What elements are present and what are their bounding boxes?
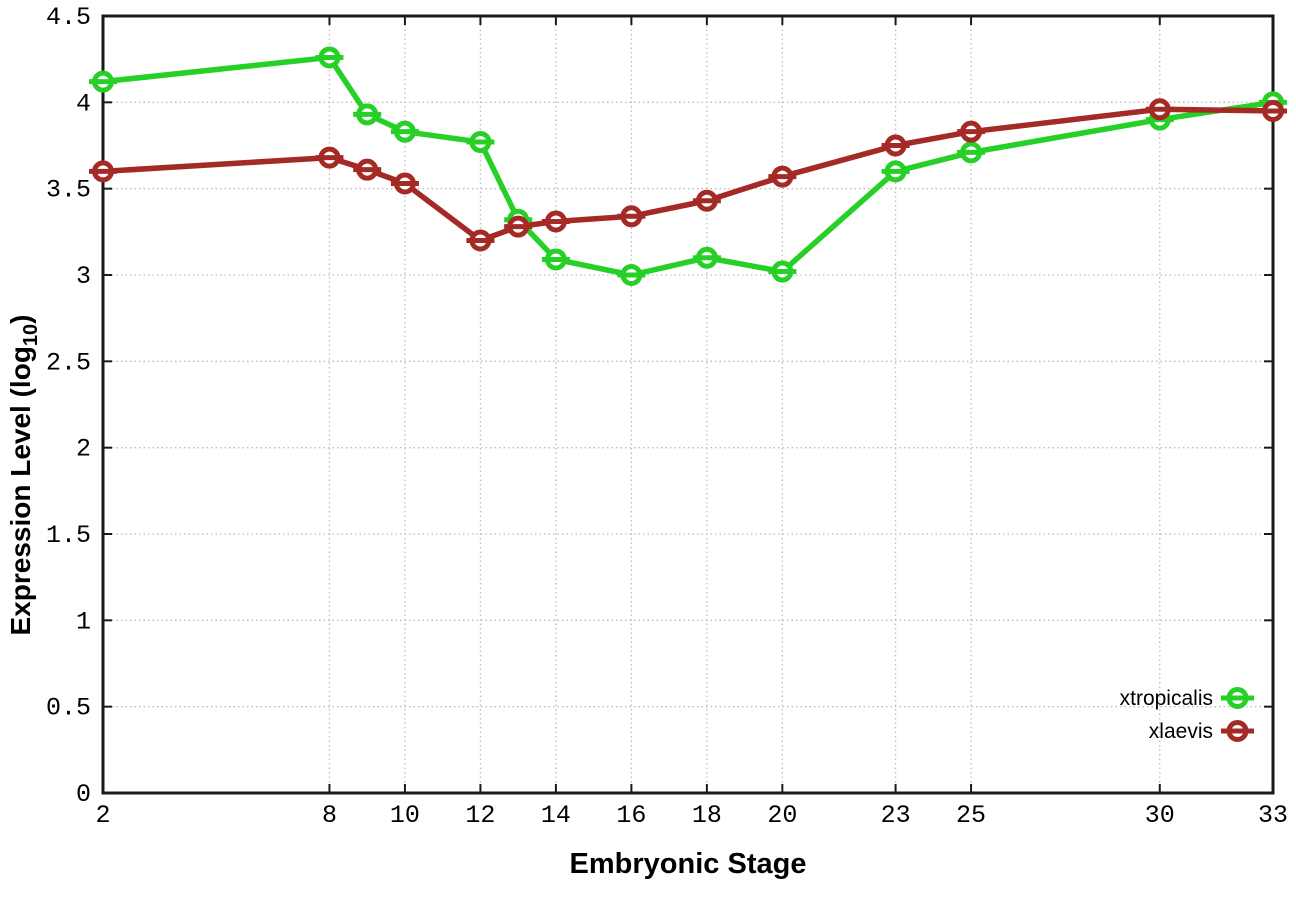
x-tick-label: 30 [1145,801,1175,830]
x-tick-label: 33 [1258,801,1288,830]
y-tick-label: 4.5 [46,3,91,32]
y-axis-title-sub: 10 [20,324,42,346]
y-tick-label: 4 [76,89,91,118]
x-tick-label: 25 [956,801,986,830]
x-tick-label: 8 [322,801,337,830]
x-tick-label: 12 [465,801,495,830]
tick-labels: 2 8 10 12 14 16 18 20 23 25 30 33 0 0.5 1 1.5 2 2.5 3 3.5 4 4… [46,3,1288,830]
x-tick-label: 20 [767,801,797,830]
series-xlaevis [89,98,1287,252]
legend: xtropicalis xlaevis [1120,687,1254,743]
x-tick-label: 18 [692,801,722,830]
x-tick-label: 16 [616,801,646,830]
plot-border-rect [101,14,1275,795]
x-tick-label: 10 [390,801,420,830]
x-axis-title: Embryonic Stage [570,848,807,880]
y-axis-title-main: Expression Level (log [5,346,36,635]
series-layer [89,46,1287,286]
y-tick-label: 2 [76,435,91,464]
x-tick-label: 14 [541,801,571,830]
x-tick-label: 23 [881,801,911,830]
y-tick-label: 2.5 [46,348,91,377]
plot-border [101,14,1275,795]
y-tick-label: 1.5 [46,521,91,550]
axis-ticks [102,15,1274,794]
y-tick-label: 3 [76,262,91,291]
y-tick-label: 3.5 [46,176,91,205]
y-axis-title: Expression Level (log10) [5,315,42,636]
y-axis-title-end: ) [5,315,36,324]
y-tick-label: 0 [76,780,91,809]
legend-entry-xtropicalis: xtropicalis [1120,687,1254,710]
y-tick-label: 0.5 [46,694,91,723]
legend-label: xtropicalis [1120,687,1213,710]
x-tick-label: 2 [95,801,110,830]
series-line [100,54,1276,278]
y-tick-label: 1 [76,607,91,636]
legend-label: xlaevis [1149,720,1213,743]
series-xtropicalis [89,46,1287,286]
legend-entry-xlaevis: xlaevis [1149,720,1254,743]
